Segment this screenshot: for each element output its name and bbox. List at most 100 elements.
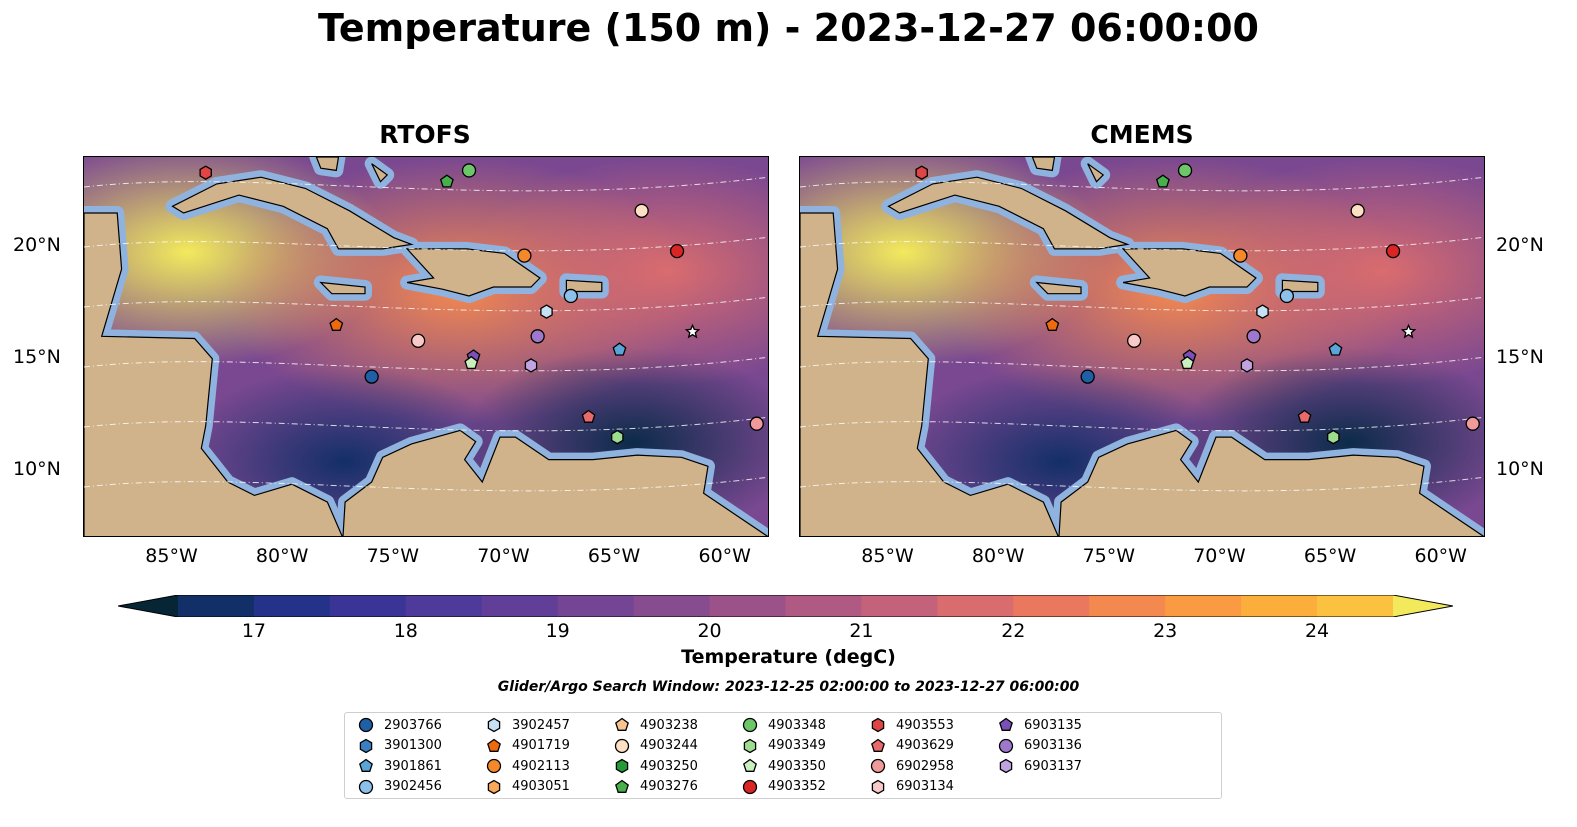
legend-marker (614, 738, 630, 753)
legend-label: 4902113 (512, 758, 570, 774)
float-marker (684, 323, 701, 339)
legend-item: 4903276 (613, 778, 698, 796)
circle-marker-icon (486, 758, 502, 774)
legend-item: 2903766 (357, 716, 442, 734)
lon-tick-label: 70°W (477, 545, 530, 567)
legend-marker (742, 779, 758, 794)
float-marker (1256, 304, 1269, 319)
colorbar-segment (178, 595, 255, 617)
lat-tick-label-right: 20°N (1496, 233, 1544, 256)
colorbar-segment (253, 595, 331, 617)
colorbar-segment (329, 595, 407, 617)
circle-marker-icon (870, 758, 886, 774)
pentagon-marker-icon (615, 779, 629, 793)
legend-marker (998, 738, 1014, 753)
legend-item: 6903137 (997, 757, 1082, 775)
legend-marker (615, 779, 629, 793)
legend-item: 3901861 (357, 757, 442, 775)
float-marker (563, 288, 578, 304)
colorbar-label: Temperature (degC) (681, 646, 896, 668)
colorbar-segment (709, 595, 786, 617)
float-marker (915, 165, 928, 180)
legend-item: 4902113 (485, 757, 570, 775)
lon-tick-label: 65°W (1303, 545, 1357, 567)
colorbar-segment (1013, 595, 1090, 617)
hexagon-marker-icon (999, 758, 1013, 774)
lat-tick-label-right: 10°N (1496, 457, 1544, 480)
legend-marker (359, 738, 373, 753)
legend-marker (487, 779, 501, 794)
lat-tick-label-left: 10°N (13, 457, 61, 480)
legend-label: 3902456 (384, 779, 442, 794)
legend-marker (742, 717, 758, 733)
legend-label: 3901300 (384, 738, 442, 753)
pentagon-marker-icon (615, 717, 629, 731)
legend-marker (615, 717, 629, 731)
circle-marker-icon (742, 779, 758, 794)
legend-label: 4903349 (768, 738, 826, 753)
legend: 2903766 3901300 3901861 3902456 3902457 49017… (344, 712, 1222, 799)
colorbar-segment (861, 595, 938, 617)
lon-tick-label: 70°W (1193, 545, 1246, 567)
figure-title: Temperature (150 m) - 2023-12-27 06:00:0… (317, 6, 1259, 50)
legend-marker (870, 758, 886, 774)
legend-marker (615, 758, 629, 774)
legend-item: 4903350 (741, 757, 826, 775)
colorbar-segment (557, 595, 635, 617)
lon-tick-label: 75°W (1082, 545, 1136, 567)
float-marker (1126, 333, 1142, 348)
float-marker (1233, 248, 1248, 263)
lon-tick-label: 75°W (366, 545, 420, 567)
colorbar-tick-label: 22 (1001, 620, 1026, 642)
legend-marker (999, 758, 1013, 774)
legend-label: 4903629 (896, 738, 954, 753)
colorbar-tick-label: 21 (849, 620, 874, 642)
colorbar-segment (633, 595, 711, 617)
float-marker (1327, 429, 1340, 445)
legend-marker (871, 779, 885, 794)
colorbar-extend-high (1393, 595, 1453, 617)
pentagon-marker-icon (999, 717, 1013, 731)
legend-marker (999, 717, 1013, 731)
hexagon-marker-icon (615, 758, 629, 774)
pentagon-marker-icon (359, 758, 373, 772)
circle-marker-icon (998, 738, 1014, 753)
pentagon-marker-icon (743, 758, 757, 772)
colorbar-extend-low (118, 595, 178, 617)
float-marker (1155, 174, 1170, 188)
float-marker (524, 358, 538, 373)
legend-item: 4903349 (741, 737, 826, 755)
legend-item: 6903134 (869, 778, 954, 796)
lon-tick-label: 85°W (861, 545, 914, 567)
float-marker (669, 243, 685, 259)
legend-marker (358, 779, 374, 794)
hexagon-marker-icon (487, 779, 501, 794)
hexagon-marker-icon (359, 738, 373, 753)
float-marker (464, 355, 479, 370)
float-marker (634, 203, 649, 218)
float-marker (1465, 416, 1480, 431)
float-marker (1246, 329, 1261, 344)
panel-title-rtofs: RTOFS (379, 120, 471, 149)
legend-item: 4903051 (485, 778, 570, 796)
legend-label: 6903137 (1024, 758, 1082, 774)
map-panel-cmems (799, 156, 1485, 537)
legend-marker (487, 738, 501, 752)
legend-item: 4901719 (485, 737, 570, 755)
legend-label: 4903051 (512, 779, 570, 794)
legend-label: 6903136 (1024, 738, 1082, 753)
float-marker (199, 165, 212, 180)
lat-tick-label-left: 15°N (13, 345, 61, 368)
legend-label: 4901719 (512, 738, 570, 753)
colorbar-tick-label: 24 (1304, 620, 1330, 642)
hexagon-marker-icon (743, 738, 757, 753)
pentagon-marker-icon (487, 738, 501, 752)
legend-marker (358, 717, 374, 733)
float-marker (530, 329, 545, 344)
float-marker (364, 369, 379, 384)
float-marker (612, 342, 627, 356)
legend-label: 4903276 (640, 779, 698, 794)
panel-title-cmems: CMEMS (1090, 120, 1194, 149)
float-marker (517, 248, 532, 263)
legend-item: 4903238 (613, 716, 698, 734)
